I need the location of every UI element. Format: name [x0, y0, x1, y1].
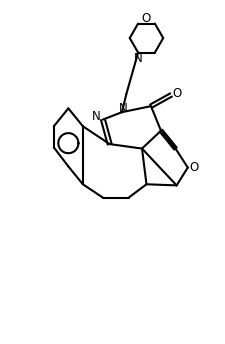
Text: N: N: [133, 52, 142, 65]
Text: O: O: [172, 87, 181, 100]
Text: N: N: [118, 102, 127, 115]
Text: N: N: [92, 110, 100, 123]
Text: O: O: [141, 12, 151, 25]
Text: O: O: [189, 161, 198, 174]
